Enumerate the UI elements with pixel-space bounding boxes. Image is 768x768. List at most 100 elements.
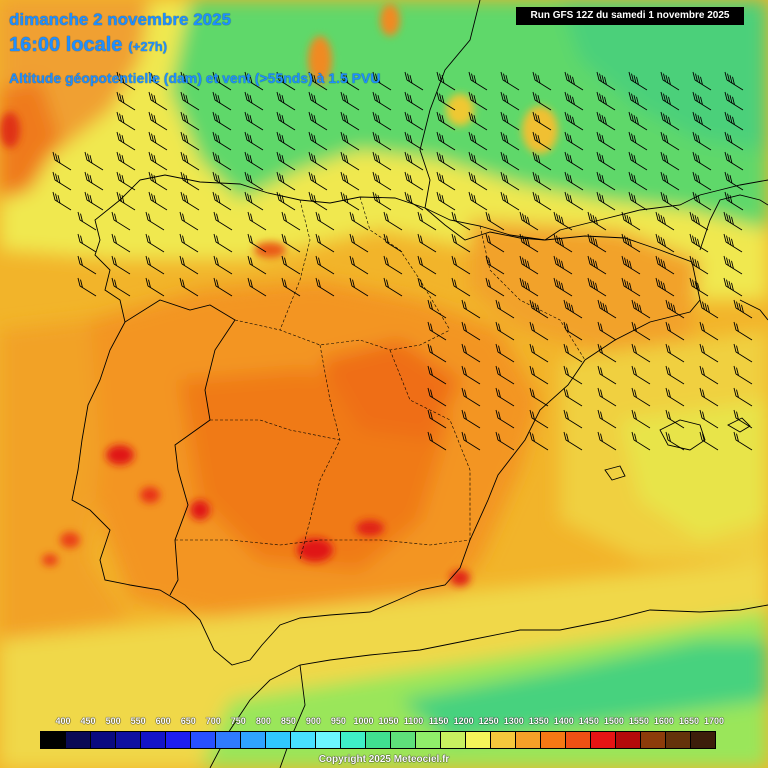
wind-barb [340, 171, 360, 191]
wind-barb [451, 211, 471, 231]
legend-tick-label: 1650 [678, 716, 699, 726]
wind-barb [308, 131, 328, 151]
wind-barb [587, 211, 607, 231]
wind-barb [148, 131, 168, 151]
wind-barb [372, 111, 392, 131]
wind-barb [621, 277, 641, 297]
wind-barb [180, 91, 200, 111]
wind-barb [148, 111, 168, 131]
legend-swatch [166, 732, 191, 748]
legend-tick-label: 1500 [603, 716, 624, 726]
wind-barb [180, 71, 200, 91]
wind-barb [417, 277, 437, 297]
legend-tick-label: 1350 [528, 716, 549, 726]
wind-barb [212, 131, 232, 151]
wind-barb [628, 131, 648, 151]
wind-barb [461, 365, 481, 385]
legend-swatch [641, 732, 666, 748]
legend-tick-label: 550 [130, 716, 146, 726]
wind-barb [276, 71, 296, 91]
wind-barb [315, 233, 335, 253]
legend-swatch [391, 732, 416, 748]
wind-barb [383, 277, 403, 297]
wind-barb [495, 409, 515, 429]
wind-barb [699, 321, 719, 341]
model-run-label: Run GFS 12Z du samedi 1 novembre 2025 [516, 7, 744, 25]
wind-barb [519, 277, 539, 297]
wind-barb [212, 111, 232, 131]
wind-barb [660, 91, 680, 111]
wind-barb [180, 151, 200, 171]
wind-barb [723, 255, 743, 275]
wind-barb [148, 191, 168, 211]
wind-barb [553, 211, 573, 231]
legend-swatch [616, 732, 641, 748]
wind-barb [485, 211, 505, 231]
wind-barb [212, 171, 232, 191]
wind-barb [563, 431, 583, 451]
wind-barb [500, 151, 520, 171]
wind-barb [631, 409, 651, 429]
legend-tick-label: 1100 [403, 716, 424, 726]
legend-tick-label: 500 [105, 716, 121, 726]
legend-tick-label: 1250 [478, 716, 499, 726]
wind-barb [383, 255, 403, 275]
wind-barb [692, 151, 712, 171]
wind-barb [655, 233, 675, 253]
wind-barb [281, 277, 301, 297]
wind-barb [628, 191, 648, 211]
wind-barb [596, 191, 616, 211]
wind-barb [689, 211, 709, 231]
wind-barb [372, 91, 392, 111]
wind-barb [179, 277, 199, 297]
wind-barb [597, 365, 617, 385]
wind-barb [77, 233, 97, 253]
wind-barb [404, 151, 424, 171]
wind-barb [563, 365, 583, 385]
country-borders [71, 0, 768, 768]
wind-barb [340, 191, 360, 211]
wind-barb [111, 255, 131, 275]
wind-barb [427, 409, 447, 429]
wind-barb [308, 91, 328, 111]
wind-barb [276, 151, 296, 171]
wind-barb [485, 277, 505, 297]
wind-barb [733, 321, 753, 341]
wind-barb [417, 233, 437, 253]
wind-barb [427, 365, 447, 385]
wind-barb [655, 211, 675, 231]
wind-barb [597, 321, 617, 341]
forecast-time: 16:00 locale (+27h) [9, 34, 167, 57]
wind-barb [596, 71, 616, 91]
wind-barb [244, 151, 264, 171]
wind-barb [532, 111, 552, 131]
legend-tick-label: 1550 [628, 716, 649, 726]
wind-barb [213, 211, 233, 231]
wind-barb [461, 387, 481, 407]
wind-barb [500, 191, 520, 211]
legend-tick-label: 600 [155, 716, 171, 726]
wind-barb [340, 151, 360, 171]
legend-tick-label: 900 [305, 716, 321, 726]
legend-swatch [466, 732, 491, 748]
wind-barb [180, 111, 200, 131]
wind-barb [692, 131, 712, 151]
wind-barb [564, 91, 584, 111]
wind-barb [451, 255, 471, 275]
wind-barb [372, 151, 392, 171]
wind-barb [596, 151, 616, 171]
wind-barb [621, 255, 641, 275]
wind-barb [276, 191, 296, 211]
wind-barb [628, 91, 648, 111]
wind-barb [52, 191, 72, 211]
wind-barb [660, 71, 680, 91]
wind-barb [733, 343, 753, 363]
wind-barb [733, 387, 753, 407]
wind-barb [495, 365, 515, 385]
wind-barb [553, 255, 573, 275]
wind-barb [500, 131, 520, 151]
wind-barb [529, 321, 549, 341]
wind-barb [495, 321, 515, 341]
wind-barb [563, 409, 583, 429]
wind-barb [349, 211, 369, 231]
